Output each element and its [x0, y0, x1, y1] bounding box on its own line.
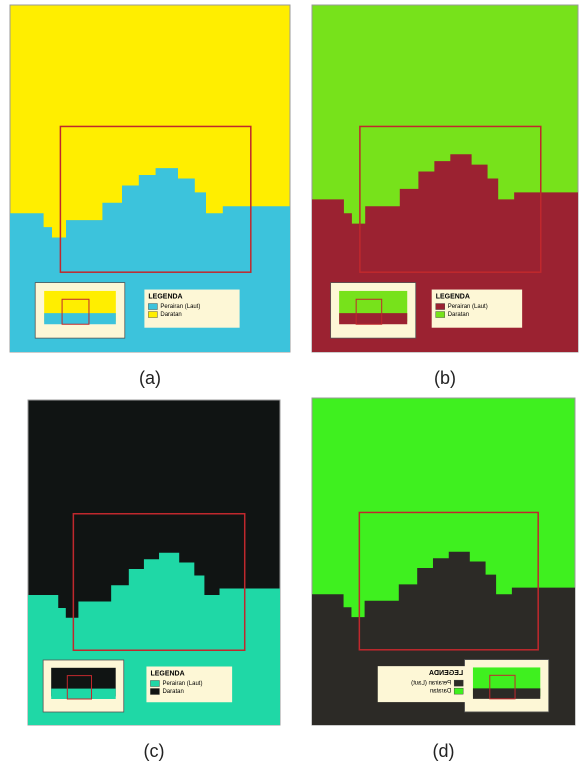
legend-swatch	[148, 312, 157, 318]
legend-item: Perairan (Laut)	[448, 304, 488, 310]
legend-swatch	[436, 312, 445, 318]
legend-title: LEGENDA	[148, 293, 182, 300]
legend-title: LEGENDA	[436, 293, 470, 300]
legend-swatch	[454, 688, 463, 694]
map-panel: LEGENDA Perairan (Laut) Daratan	[312, 398, 575, 725]
inset-water	[339, 313, 407, 324]
legend-item: Daratan	[448, 312, 469, 318]
inset-water	[473, 688, 540, 698]
figure: LEGENDA Perairan (Laut) Daratan (a) LEGENDA P…	[0, 0, 583, 780]
inset-water	[44, 313, 116, 324]
panel-label: (b)	[434, 368, 456, 388]
legend-swatch	[454, 680, 463, 686]
panel-label: (a)	[139, 368, 161, 388]
legend-swatch	[150, 681, 159, 687]
legend-title: LEGENDA	[429, 670, 463, 677]
legend-swatch	[150, 689, 159, 695]
legend-title: LEGENDA	[150, 670, 184, 677]
panel-label: (c)	[144, 741, 165, 761]
legend-item: Daratan	[160, 312, 181, 318]
map-panel: LEGENDA Perairan (Laut) Daratan	[10, 5, 290, 352]
legend-item: Daratan	[430, 689, 451, 695]
inset-water	[51, 689, 116, 699]
legend-item: Daratan	[162, 689, 183, 695]
legend-swatch	[148, 304, 157, 310]
map-panel: LEGENDA Perairan (Laut) Daratan	[28, 400, 280, 725]
legend-item: Perairan (Laut)	[162, 681, 202, 687]
legend-item: Perairan (Laut)	[160, 304, 200, 310]
legend-item: Perairan (Laut)	[411, 681, 451, 687]
legend-swatch	[436, 304, 445, 310]
map-panel: LEGENDA Perairan (Laut) Daratan	[312, 5, 578, 352]
panel-label: (d)	[433, 741, 455, 761]
